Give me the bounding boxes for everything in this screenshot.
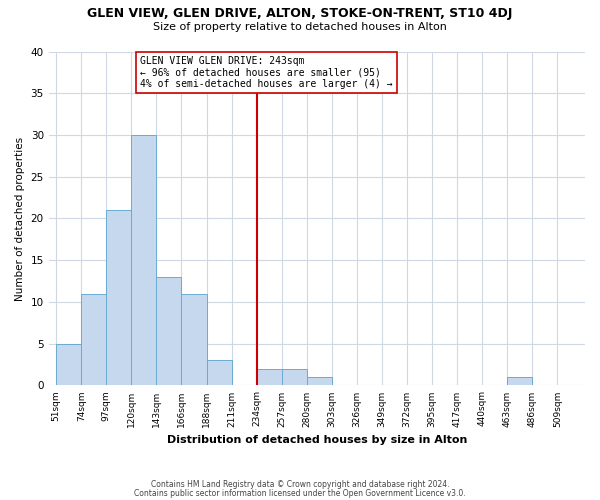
- Bar: [56, 344, 81, 386]
- Bar: [307, 377, 332, 386]
- Bar: [181, 294, 206, 386]
- Text: Contains HM Land Registry data © Crown copyright and database right 2024.: Contains HM Land Registry data © Crown c…: [151, 480, 449, 489]
- Bar: [206, 360, 232, 386]
- Text: Contains public sector information licensed under the Open Government Licence v3: Contains public sector information licen…: [134, 488, 466, 498]
- X-axis label: Distribution of detached houses by size in Alton: Distribution of detached houses by size …: [167, 435, 467, 445]
- Bar: [157, 277, 181, 386]
- Text: GLEN VIEW, GLEN DRIVE, ALTON, STOKE-ON-TRENT, ST10 4DJ: GLEN VIEW, GLEN DRIVE, ALTON, STOKE-ON-T…: [88, 8, 512, 20]
- Bar: [257, 368, 282, 386]
- Text: GLEN VIEW GLEN DRIVE: 243sqm
← 96% of detached houses are smaller (95)
4% of sem: GLEN VIEW GLEN DRIVE: 243sqm ← 96% of de…: [140, 56, 393, 89]
- Bar: [106, 210, 131, 386]
- Bar: [81, 294, 106, 386]
- Bar: [282, 368, 307, 386]
- Bar: [131, 135, 157, 386]
- Text: Size of property relative to detached houses in Alton: Size of property relative to detached ho…: [153, 22, 447, 32]
- Y-axis label: Number of detached properties: Number of detached properties: [15, 136, 25, 300]
- Bar: [508, 377, 532, 386]
